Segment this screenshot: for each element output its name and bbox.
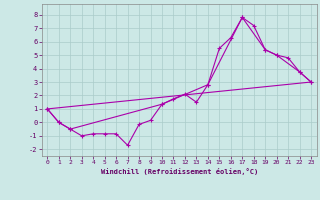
X-axis label: Windchill (Refroidissement éolien,°C): Windchill (Refroidissement éolien,°C) bbox=[100, 168, 258, 175]
